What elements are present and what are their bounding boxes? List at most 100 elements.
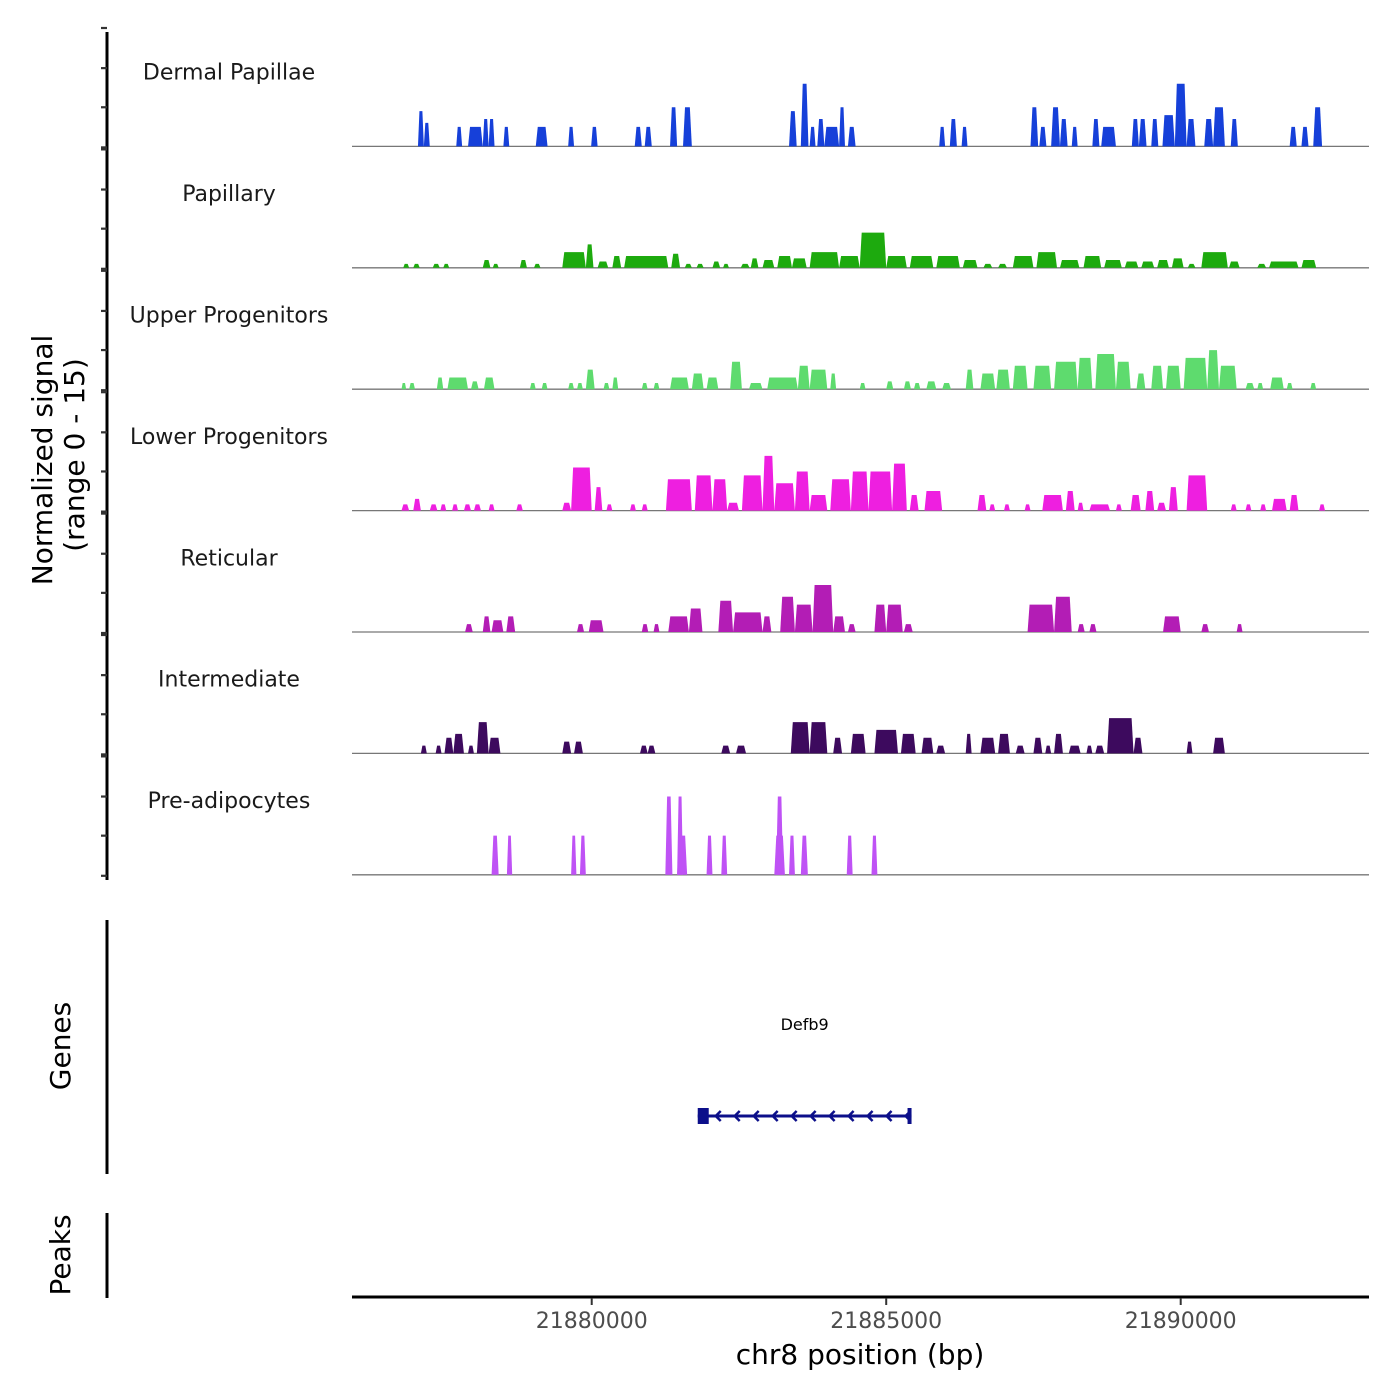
signal-peak — [630, 504, 636, 511]
signal-peak — [1213, 107, 1225, 147]
gene-defb9: Defb9 — [697, 1015, 912, 1124]
signal-peak — [980, 737, 996, 754]
signal-peak — [1033, 365, 1052, 390]
signal-peak — [1059, 119, 1068, 147]
signal-peak — [1310, 382, 1317, 390]
signal-peak — [1104, 259, 1122, 268]
signal-peak — [1151, 119, 1159, 147]
signal-peak — [1289, 494, 1299, 511]
x-tick-label: 21890000 — [1125, 1309, 1237, 1334]
signal-peak — [665, 796, 673, 875]
signal-peak — [1054, 596, 1072, 632]
signal-peak — [1095, 353, 1116, 390]
signal-peak — [576, 382, 583, 390]
track-reticular: Reticular — [180, 546, 1369, 633]
signal-peak — [516, 504, 523, 511]
signal-peak — [1024, 504, 1031, 511]
signal-peak — [774, 483, 795, 511]
signal-peak — [892, 463, 907, 511]
signal-peak — [1163, 616, 1181, 632]
signal-peak — [670, 377, 689, 390]
signal-peak — [492, 263, 499, 268]
signal-peak — [1236, 624, 1243, 632]
signal-peak — [1269, 261, 1299, 268]
signal-peak — [677, 835, 688, 875]
signal-peak — [962, 259, 978, 268]
signal-peak — [1136, 373, 1146, 390]
signal-peak — [965, 369, 974, 390]
signal-peak — [1270, 377, 1284, 390]
signal-peak — [942, 382, 951, 390]
signal-peak — [1201, 624, 1209, 632]
signal-peak — [1230, 504, 1237, 511]
signal-peak — [1083, 256, 1102, 268]
signal-peak — [634, 126, 642, 147]
signal-peak — [809, 722, 828, 754]
signal-peak — [591, 126, 598, 147]
signal-peak — [777, 256, 792, 268]
signal-peak — [874, 729, 898, 754]
track-pre-adipocytes: Pre-adipocytes — [148, 789, 1369, 876]
signal-peak — [641, 382, 648, 390]
signal-axis-title: Normalized signal (range 0 - 15) — [26, 335, 91, 586]
track-label: Upper Progenitors — [130, 304, 329, 329]
signal-peak — [1059, 259, 1080, 268]
signal-peak — [1171, 258, 1184, 268]
signal-peak — [794, 604, 813, 632]
signal-peak — [847, 624, 856, 632]
signal-peak — [723, 263, 729, 268]
strand-arrow — [713, 1110, 722, 1122]
signal-peak — [812, 585, 834, 632]
signal-peak — [688, 608, 703, 632]
signal-peak — [936, 745, 946, 754]
signal-peak — [401, 504, 410, 511]
signal-peak — [949, 119, 957, 147]
signal-peak — [980, 373, 996, 390]
signal-peak — [488, 737, 501, 754]
signal-peak — [1124, 261, 1139, 268]
signal-peak — [579, 835, 586, 875]
signal-peak — [936, 256, 960, 268]
signal-peak — [535, 126, 548, 147]
signal-peak — [1245, 382, 1255, 390]
track-papillary: Papillary — [182, 182, 1369, 269]
signal-peak — [694, 475, 713, 511]
signal-peak — [668, 616, 689, 632]
signal-peak — [1077, 502, 1084, 511]
signal-peak — [1012, 365, 1028, 390]
signal-peak — [476, 722, 489, 754]
signal-peak — [789, 111, 797, 147]
signal-peak — [568, 382, 575, 390]
signal-peak — [1045, 745, 1052, 754]
signal-peak — [443, 263, 450, 268]
signal-y-axis-ticks — [101, 26, 107, 877]
signal-peak — [909, 256, 934, 268]
signal-peak — [740, 263, 750, 268]
signal-peak — [533, 263, 541, 268]
signal-peak — [401, 382, 407, 390]
signal-peak — [809, 126, 816, 147]
signal-peak — [1004, 504, 1010, 511]
signal-peak — [794, 471, 810, 511]
signal-peak — [791, 258, 807, 268]
signal-peak — [529, 382, 536, 390]
signal-peak — [1042, 494, 1063, 511]
signal-peak — [762, 259, 775, 268]
track-upper-progenitors: Upper Progenitors — [130, 304, 1369, 390]
signal-peak — [1065, 491, 1075, 511]
signal-peak — [503, 126, 510, 147]
signal-peak — [1145, 491, 1155, 511]
signal-peak — [1204, 119, 1214, 147]
signal-peak — [839, 256, 860, 268]
peaks-axis-title: Peaks — [44, 1214, 77, 1295]
signal-peak — [886, 256, 907, 268]
signal-peak — [847, 126, 856, 147]
strand-arrow — [884, 1110, 893, 1122]
signal-peak — [684, 263, 692, 268]
signal-peak — [1054, 733, 1063, 754]
strand-arrow — [846, 1110, 855, 1122]
signal-peak — [403, 263, 410, 268]
signal-peak — [1115, 361, 1131, 390]
signal-peak — [440, 504, 447, 511]
